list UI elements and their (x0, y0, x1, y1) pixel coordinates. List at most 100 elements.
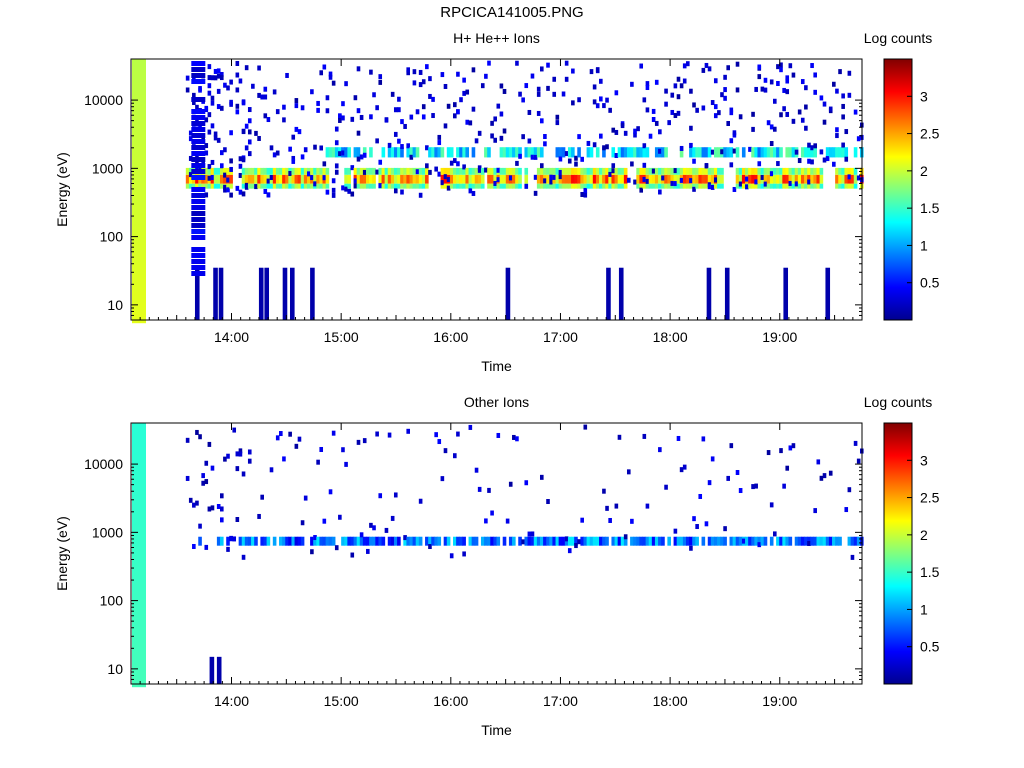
heatmap-cell (779, 174, 783, 184)
heatmap-cell (791, 183, 796, 189)
heatmap-cell (207, 83, 212, 89)
heatmap-cell (546, 167, 550, 175)
heatmap-cell (465, 174, 470, 184)
heatmap-cell (748, 146, 752, 152)
heatmap-cell (850, 183, 855, 189)
heatmap-cell (828, 106, 833, 112)
heatmap-cell (207, 129, 212, 135)
heatmap-cell (210, 175, 215, 181)
heatmap-cell (207, 506, 212, 512)
heatmap-cell (378, 79, 383, 85)
heatmap-cell (602, 183, 606, 189)
heatmap-cell (682, 183, 687, 189)
heatmap-cell (602, 103, 606, 109)
heatmap-cell (502, 174, 507, 184)
heatmap-cell (418, 183, 423, 189)
heatmap-cell (499, 183, 504, 189)
heatmap-cell (589, 69, 594, 75)
heatmap-cell (226, 546, 230, 552)
heatmap-cell (294, 167, 299, 175)
heatmap-cell (338, 151, 342, 157)
heatmap-cell (235, 87, 240, 93)
heatmap-cell (338, 514, 342, 520)
heatmap-cell (661, 183, 665, 189)
heatmap-cell (499, 111, 504, 117)
heatmap-cell (406, 70, 411, 76)
heatmap-cell (776, 536, 780, 546)
heatmap-cell (611, 183, 616, 189)
heatmap-cell (415, 183, 420, 189)
panel-title: H+ He++ Ions (453, 30, 540, 46)
heatmap-cell (378, 174, 383, 184)
heatmap-cell (599, 96, 603, 102)
heatmap-cell (856, 458, 861, 464)
heatmap-cell (387, 142, 392, 148)
heatmap-cell (238, 78, 243, 84)
heatmap-cell (235, 103, 240, 109)
heatmap-cell (285, 174, 289, 184)
heatmap-cell (605, 183, 609, 189)
heatmap-cell (191, 139, 206, 144)
heatmap-cell (620, 183, 625, 189)
heatmap-cell (356, 147, 361, 158)
colorbar-tick-label: 1.5 (920, 564, 940, 580)
heatmap-cell (403, 174, 407, 184)
heatmap-cell (294, 536, 299, 546)
heatmap-cell (549, 174, 553, 180)
heatmap-cell (319, 446, 324, 452)
heatmap-cell (679, 167, 684, 175)
heatmap-cell (393, 183, 398, 189)
heatmap-cell (191, 199, 206, 204)
heatmap-cell (661, 147, 665, 158)
plot-frame (130, 422, 863, 685)
heatmap-cell (636, 126, 640, 132)
heatmap-cell (291, 155, 296, 161)
heatmap-cell (645, 183, 650, 189)
heatmap-cell (717, 183, 721, 189)
heatmap-cell (713, 104, 718, 110)
heatmap-cell (810, 145, 814, 151)
heatmap-cell (219, 536, 224, 546)
heatmap-cell (701, 183, 706, 189)
heatmap-cell (720, 183, 724, 189)
heatmap-cell (841, 93, 845, 99)
heatmap-cell (334, 163, 339, 169)
heatmap-cell (571, 174, 575, 184)
heatmap-cell (288, 183, 292, 189)
heatmap-cell (599, 78, 603, 84)
heatmap-cell (132, 535, 146, 540)
heatmap-cell (191, 235, 206, 240)
x-axis-label: Time (481, 358, 512, 374)
heatmap-cell (369, 114, 373, 120)
heatmap-cells (132, 423, 864, 688)
heatmap-cell (425, 64, 429, 70)
heatmap-cell (527, 531, 532, 537)
heatmap-cell (856, 175, 861, 181)
heatmap-cell (132, 299, 146, 304)
heatmap-cell (412, 69, 417, 75)
heatmap-cell (695, 147, 699, 158)
heatmap-cell (331, 536, 336, 546)
heatmap-cell (713, 536, 718, 546)
heatmap-cell (132, 455, 146, 460)
heatmap-cell (555, 120, 560, 126)
heatmap-cell (132, 223, 146, 228)
heatmap-cell (453, 174, 457, 184)
heatmap-cell (508, 175, 513, 181)
heatmap-cell (425, 174, 429, 184)
heatmap-cell (257, 92, 261, 98)
heatmap-cell (132, 167, 146, 172)
heatmap-cell (453, 536, 457, 546)
heatmap-cell (353, 536, 358, 546)
heatmap-cell (244, 145, 249, 151)
heatmap-cell (254, 167, 258, 175)
heatmap-cell (297, 536, 302, 546)
heatmap-cell (474, 138, 479, 144)
heatmap-cell (353, 147, 358, 158)
heatmap-cell (602, 145, 606, 151)
heatmap-cell (493, 116, 497, 122)
heatmap-cell (132, 599, 146, 604)
heatmap-cell (819, 475, 824, 481)
heatmap-cell (132, 427, 146, 432)
